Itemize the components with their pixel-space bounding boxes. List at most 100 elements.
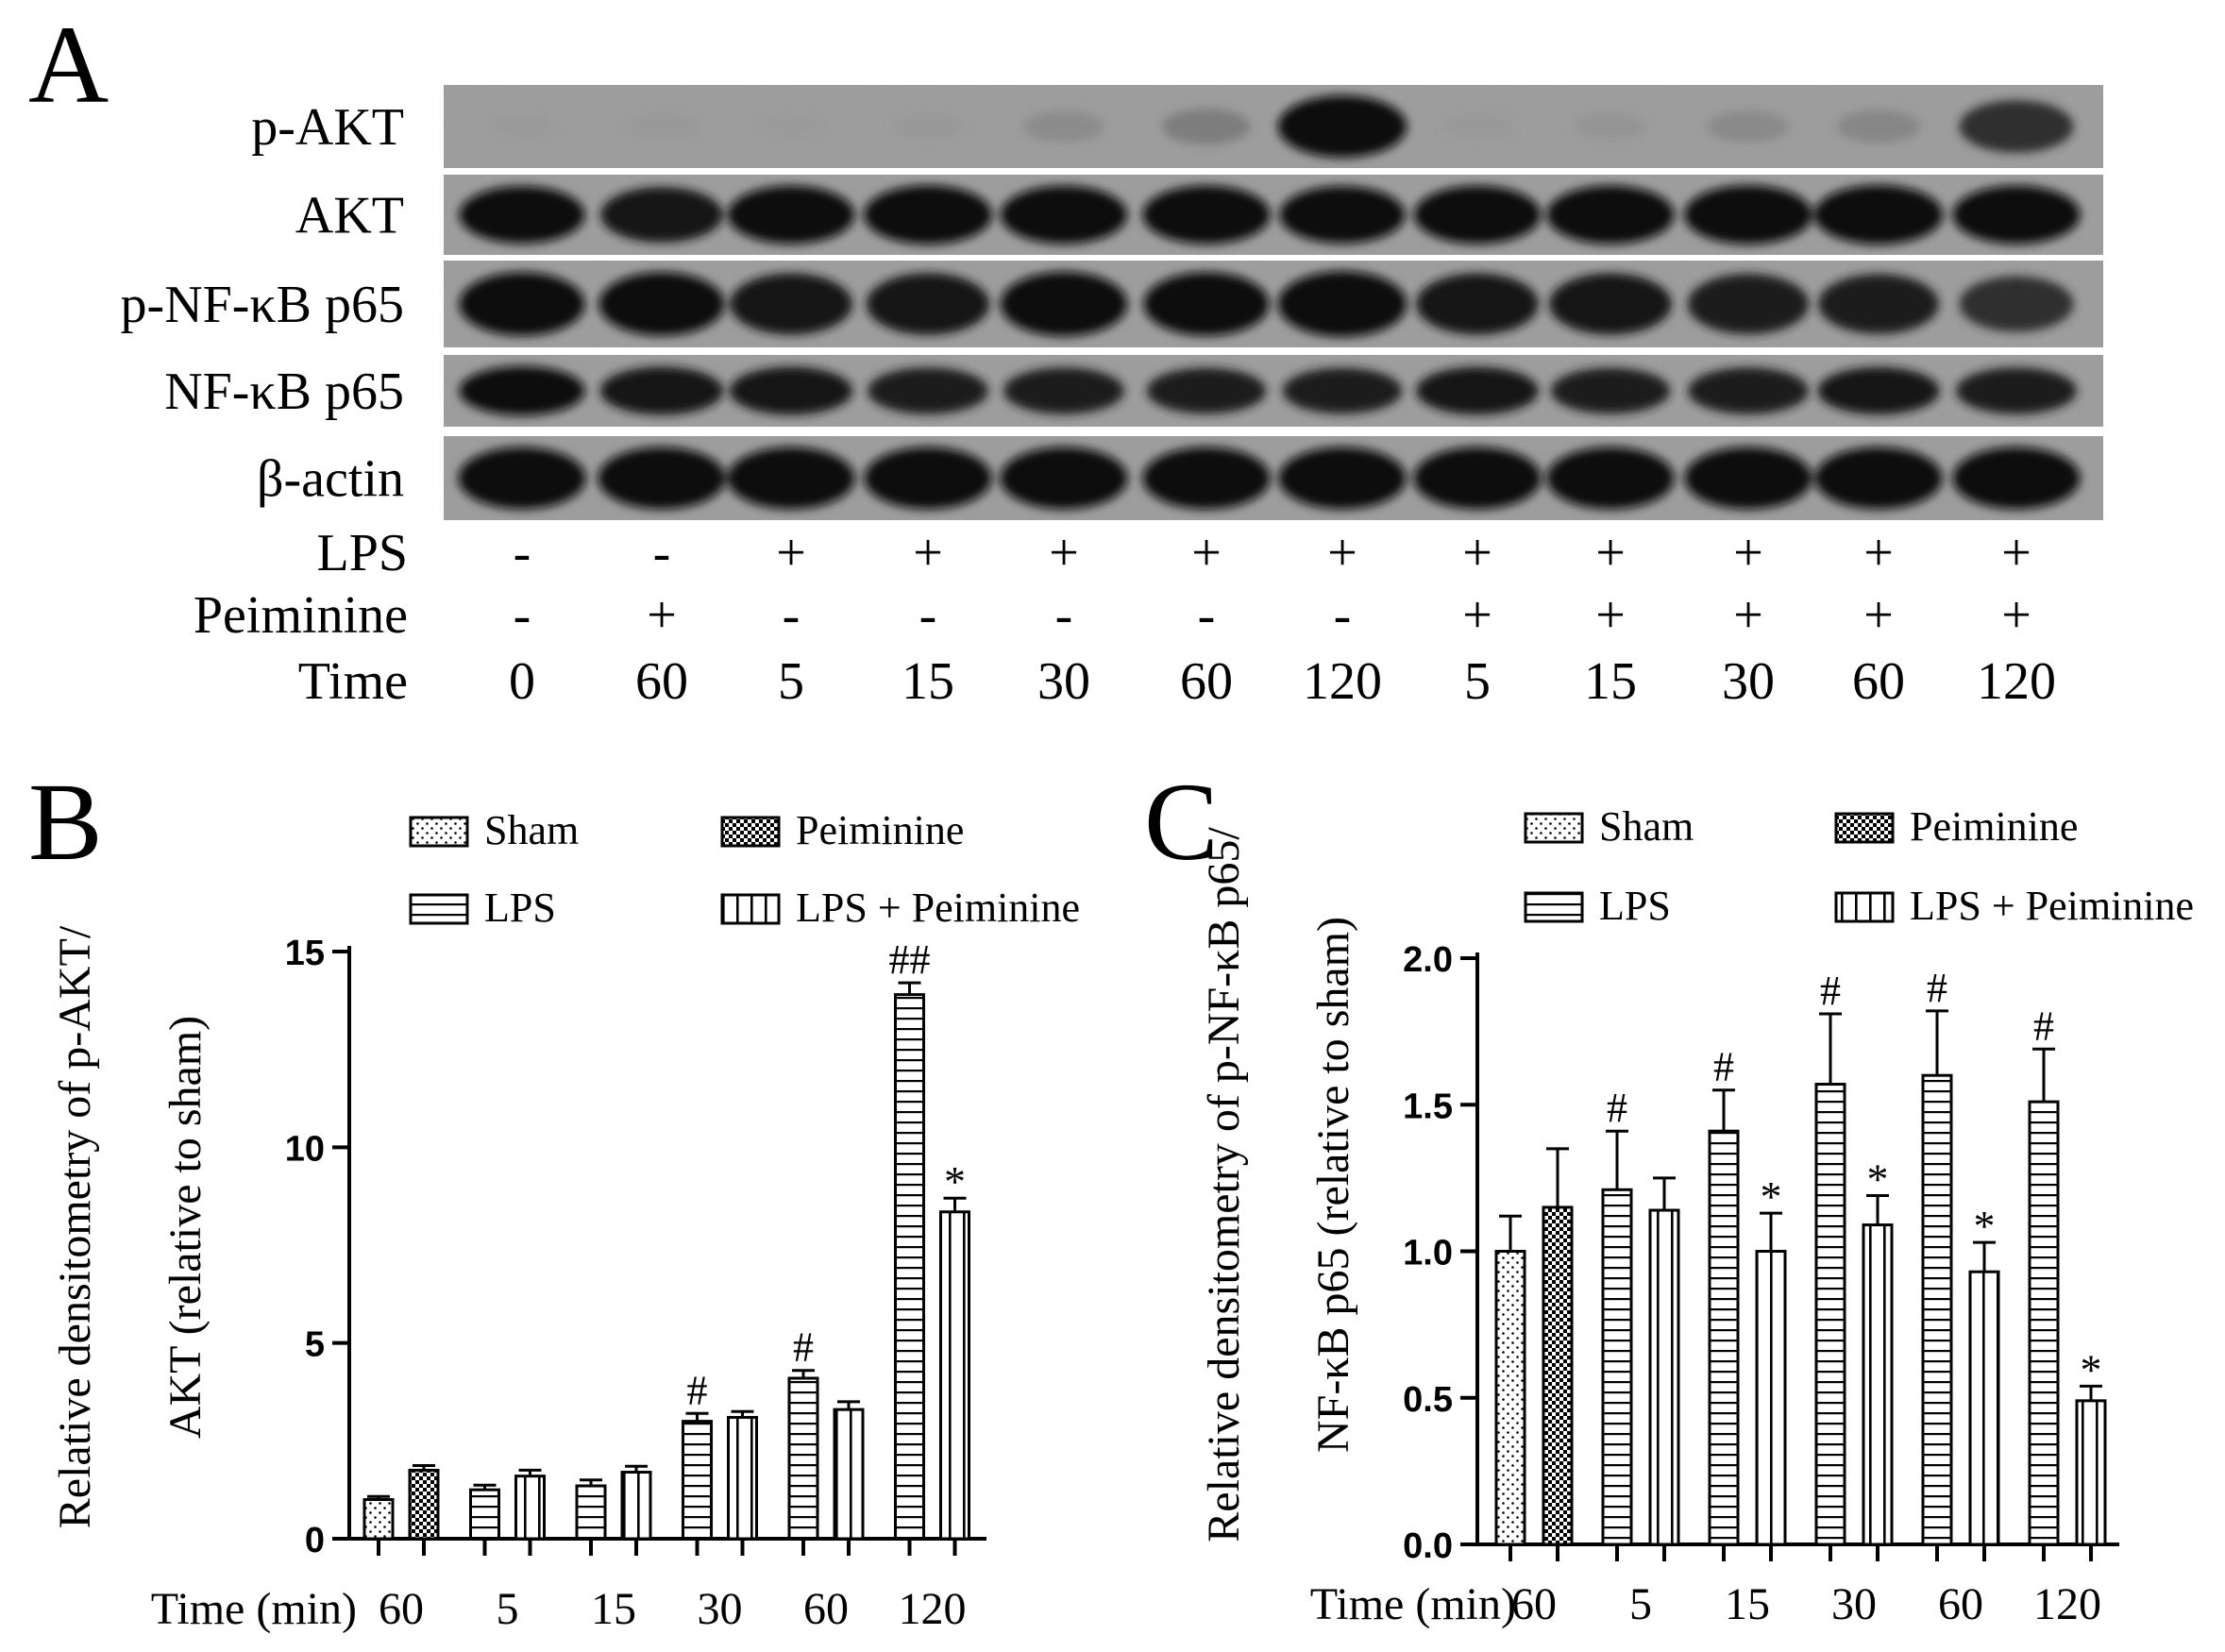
condition-value: -: [514, 586, 531, 645]
blot-bands: [458, 447, 2081, 510]
blot-band: [1416, 273, 1539, 335]
condition-value: +: [1733, 586, 1763, 645]
blot-band: [868, 367, 988, 414]
legend-swatch: [409, 893, 469, 925]
bar-sham-60: [1494, 1214, 1526, 1561]
significance-mark: ##: [889, 936, 931, 983]
condition-value: +: [1863, 586, 1894, 645]
panel-letter-c: C: [1144, 760, 1219, 884]
y-axis: 0.0 0.5 1.0 1.5 2.0: [1403, 940, 1479, 1566]
blot-band: [755, 114, 827, 139]
legend-label: LPS + Peiminine: [796, 885, 1080, 931]
bar-rect: [362, 1498, 395, 1541]
condition-value: +: [1327, 524, 1357, 582]
blot-band: [1142, 185, 1271, 244]
bar-rect: [408, 1468, 440, 1541]
legend: Sham Peiminine LPS LPS + Peiminine: [409, 807, 1080, 931]
blot-band: [1413, 447, 1542, 510]
bars: ####*: [362, 936, 970, 1556]
blot-band: [600, 187, 723, 243]
condition-value: +: [1049, 524, 1079, 582]
significance-mark: #: [1927, 965, 1947, 1011]
blot-row-2: p-NF-κB p65: [121, 261, 2103, 347]
blot-band: [1003, 367, 1124, 414]
legend-label: LPS: [1599, 883, 1671, 929]
blot-row-3: NF-κB p65: [164, 355, 2103, 427]
x-axis-title: Time (min): [151, 1584, 357, 1634]
y-tick-label: 15: [285, 934, 325, 973]
panel-a-western-blot: A p-AKT AKT p-NF-κB p65 NF-κB p65 β-actin LP…: [28, 3, 2103, 711]
significance-mark: #: [2033, 1003, 2054, 1049]
blot-band: [1959, 100, 2074, 153]
bar-lps-30: #: [682, 1367, 713, 1556]
bar-rect: [2028, 1100, 2060, 1546]
blot-band: [1687, 273, 1810, 335]
condition-value: -: [1334, 586, 1352, 645]
blot-band: [1277, 271, 1407, 337]
bar-rect: [894, 993, 925, 1541]
legend-item: LPS + Peiminine: [1834, 883, 2194, 929]
blot-band: [1279, 186, 1406, 244]
bar-lps-peiminine-30: *: [1862, 1155, 1894, 1561]
blot-band: [1143, 272, 1270, 336]
bar-rect: [939, 1210, 970, 1541]
legend-swatch: [720, 893, 781, 925]
blot-band: [1000, 447, 1128, 510]
condition-value: +: [1863, 524, 1894, 582]
panel-letter-a: A: [28, 3, 109, 126]
y-tick-label: 5: [305, 1325, 325, 1365]
x-tick-label: 30: [1831, 1579, 1877, 1629]
legend-swatch: [1524, 891, 1584, 923]
blot-bands: [459, 271, 2074, 337]
y-axis-title-line1: Relative densitometry of p-AKT/: [50, 925, 100, 1528]
blot-label: β-actin: [257, 450, 404, 509]
bar-rect: [1814, 1083, 1846, 1546]
blot-band: [1550, 367, 1671, 414]
bar-rect: [1542, 1205, 1574, 1546]
y-tick-label: 0.5: [1403, 1380, 1453, 1420]
significance-mark: #: [687, 1367, 708, 1413]
condition-value: 5: [1464, 652, 1491, 711]
bar-lps-peiminine-120: *: [939, 1157, 970, 1556]
bar-lps-peiminine-30: [727, 1409, 758, 1556]
condition-value: -: [783, 586, 801, 645]
bar-rect: [2075, 1399, 2107, 1546]
x-tick-label: 60: [1511, 1579, 1557, 1629]
bar-peiminine-60: [408, 1463, 440, 1556]
condition-label: LPS: [317, 524, 409, 582]
blot-band: [1836, 110, 1921, 143]
x-axis-title: Time (min): [1310, 1579, 1516, 1629]
legend-swatch: [720, 816, 781, 848]
legend-item: Peiminine: [1834, 803, 2078, 850]
bar-rect: [1921, 1073, 1953, 1546]
bar-lps-peiminine-120: *: [2075, 1345, 2107, 1561]
blot-band: [1688, 367, 1809, 414]
bar-peiminine-60: [1542, 1147, 1574, 1561]
x-tick-label: 15: [1725, 1579, 1770, 1629]
x-tick-label: 120: [899, 1584, 967, 1634]
blot-band: [1814, 447, 1943, 510]
blot-band: [459, 365, 585, 416]
blot-strip-noise: [444, 85, 2103, 168]
condition-label: Peiminine: [194, 586, 408, 645]
x-tick-label: 5: [1629, 1579, 1652, 1629]
bar-rect: [514, 1475, 546, 1541]
blot-band: [1023, 110, 1104, 143]
bar-lps-peiminine-5: [514, 1468, 546, 1556]
bar-lps-60: #: [787, 1324, 819, 1556]
significance-mark: *: [944, 1157, 966, 1205]
bar-rect: [1708, 1129, 1740, 1546]
blot-band: [599, 366, 724, 415]
condition-table: LPS - - + + + + + + + + + +Peiminine - + - - - - - + + + + +Time…: [194, 524, 2056, 711]
bar-sham-60: [362, 1494, 395, 1556]
blot-strips: p-AKT AKT p-NF-κB p65 NF-κB p65 β-actin: [121, 85, 2103, 520]
panel-b-bar-chart: B Sham Peiminine LPS LPS + Peiminine 0 5 10 15 R…: [28, 760, 1080, 1634]
condition-value: 60: [1180, 652, 1233, 711]
blot-label: NF-κB p65: [164, 362, 404, 421]
legend-item: Sham: [1524, 803, 1694, 850]
bar-rect: [620, 1471, 652, 1541]
condition-row-2: Time 0 60 5 15 30 60 120 5 15 30 60 120: [298, 652, 2056, 711]
bar-lps-5: #: [1601, 1085, 1633, 1561]
blot-band: [459, 186, 585, 244]
